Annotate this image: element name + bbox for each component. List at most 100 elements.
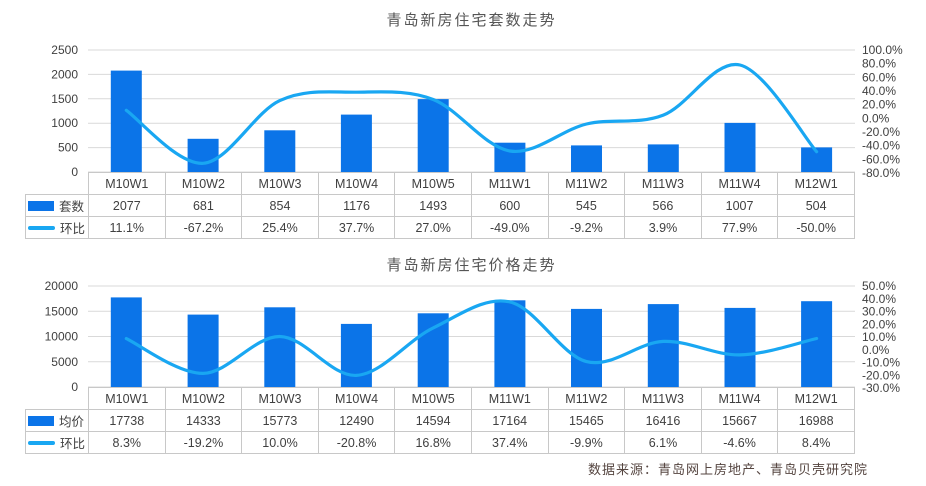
units-data-table: M10W1 M10W2 M10W3 M10W4 M10W5 M11W1 M11W2 M11W3… <box>25 172 855 239</box>
right-axis-tick: -60.0% <box>862 152 900 166</box>
price-trend-chart: 20000 15000 10000 5000 0 50.0% 40.0% 30.0% 20.0%… <box>0 243 926 486</box>
legend-line-cell: 环比 <box>25 216 89 239</box>
bar-value-cell: 17164 <box>470 409 549 432</box>
category-cell: M11W2 <box>547 387 626 410</box>
bar-M10W3 <box>264 307 296 387</box>
bar-M10W5 <box>417 313 449 387</box>
legend-entry: 套数 <box>27 196 88 215</box>
left-axis-tick: 500 <box>58 141 78 155</box>
corner-blank <box>26 173 89 195</box>
bar-value-cell: 1176 <box>317 194 396 217</box>
category-cell: M11W2 <box>547 172 626 195</box>
category-cell: M10W4 <box>317 387 396 410</box>
legend-bar-cell: 套数 <box>25 194 89 217</box>
bar-value-cell: 1493 <box>394 194 472 217</box>
left-axis-tick: 0 <box>71 380 78 394</box>
legend-bar-cell: 均价 <box>25 409 89 432</box>
bar-values-row: 套数 2077 681 854 1176 1493 600 545 566 1007 504 <box>25 194 855 217</box>
category-cell: M10W3 <box>241 172 319 195</box>
bar-M12W1 <box>801 301 833 387</box>
pct-value-cell: 3.9% <box>624 216 702 239</box>
left-axis-tick: 5000 <box>51 355 78 369</box>
pct-value-cell: -9.9% <box>547 431 626 454</box>
trend-line <box>124 62 819 165</box>
pct-value-cell: 27.0% <box>394 216 472 239</box>
pct-value-cell: -20.8% <box>317 431 396 454</box>
category-row: M10W1 M10W2 M10W3 M10W4 M10W5 M11W1 M11W2 M11W3… <box>26 172 855 195</box>
bar-M10W5 <box>417 99 449 172</box>
legend-label: 套数 <box>59 200 85 214</box>
left-axis-tick: 1500 <box>51 92 78 106</box>
bar-value-cell: 854 <box>241 194 319 217</box>
pct-value-cell: 8.4% <box>777 431 855 454</box>
category-cell: M11W1 <box>470 387 549 410</box>
right-axis-tick: 0.0% <box>862 343 890 357</box>
right-axis-tick: 40.0% <box>862 84 896 98</box>
legend-entry: 环比 <box>27 433 88 452</box>
bar-series-swatch-icon <box>28 200 54 211</box>
line-values-row: 环比 8.3% -19.2% 10.0% -20.8% 16.8% 37.4% -9.9% 6.… <box>25 431 855 454</box>
bar-value-cell: 16416 <box>624 409 702 432</box>
pct-value-cell: 8.3% <box>88 431 166 454</box>
pct-value-cell: -4.6% <box>700 431 779 454</box>
right-axis-tick: 10.0% <box>862 330 896 344</box>
pct-value-cell: 16.8% <box>394 431 472 454</box>
bar-value-cell: 15773 <box>241 409 319 432</box>
right-axis-tick: -80.0% <box>862 166 900 180</box>
bar-value-cell: 600 <box>470 194 549 217</box>
line-series-swatch-icon <box>28 225 55 230</box>
category-cell: M10W5 <box>394 387 472 410</box>
right-axis-tick: 20.0% <box>862 98 896 112</box>
left-axis-tick: 15000 <box>45 304 79 318</box>
category-cell: M10W2 <box>164 387 243 410</box>
category-cell: M11W4 <box>700 387 779 410</box>
bar-value-cell: 15667 <box>700 409 779 432</box>
pct-value-cell: -9.2% <box>547 216 626 239</box>
left-axis-tick: 20000 <box>45 279 79 293</box>
bar-M11W2 <box>571 308 602 387</box>
right-axis-tick: 80.0% <box>862 57 896 71</box>
bar-M11W3 <box>647 304 679 387</box>
bar-series-swatch-icon <box>28 415 54 426</box>
legend-label: 均价 <box>59 415 85 429</box>
right-axis-tick: 50.0% <box>862 279 896 293</box>
bar-M10W2 <box>187 138 219 172</box>
right-axis-tick: -40.0% <box>862 139 900 153</box>
legend-entry: 均价 <box>27 411 88 430</box>
category-cell: M10W4 <box>317 172 396 195</box>
right-axis-tick: 40.0% <box>862 292 896 306</box>
category-cell: M12W1 <box>777 172 855 195</box>
bar-value-cell: 566 <box>624 194 702 217</box>
pct-value-cell: 11.1% <box>88 216 166 239</box>
bar-M10W1 <box>110 297 142 387</box>
trend-line <box>124 299 819 378</box>
category-row: M10W1 M10W2 M10W3 M10W4 M10W5 M11W1 M11W2 M11W3… <box>26 387 855 410</box>
left-axis-tick: 10000 <box>45 330 79 344</box>
pct-value-cell: -49.0% <box>470 216 549 239</box>
data-source-note: 数据来源：青岛网上房地产、青岛贝壳研究院 <box>587 462 868 477</box>
category-cell: M10W5 <box>394 172 472 195</box>
bar-value-cell: 16988 <box>777 409 855 432</box>
bar-M11W1 <box>494 300 526 387</box>
pct-value-cell: 10.0% <box>241 431 319 454</box>
right-axis-tick: 100.0% <box>862 43 903 57</box>
right-axis-tick: 20.0% <box>862 317 896 331</box>
line-series-swatch-icon <box>28 440 55 445</box>
legend-line-cell: 环比 <box>25 431 89 454</box>
pct-value-cell: 25.4% <box>241 216 319 239</box>
category-cell: M11W3 <box>624 172 702 195</box>
bar-M10W4 <box>340 323 372 387</box>
bar-value-cell: 14333 <box>164 409 243 432</box>
bar-M11W4 <box>724 307 756 387</box>
chart-title-price: 青岛新房住宅价格走势 <box>386 257 557 274</box>
left-axis-tick: 0 <box>71 165 78 179</box>
bar-value-cell: 1007 <box>700 194 779 217</box>
category-cell: M11W1 <box>470 172 549 195</box>
right-axis-tick: -20.0% <box>862 368 900 382</box>
left-axis-tick: 2500 <box>51 43 78 57</box>
pct-value-cell: 37.7% <box>317 216 396 239</box>
category-cell: M10W3 <box>241 387 319 410</box>
right-axis-tick: 60.0% <box>862 70 896 84</box>
pct-value-cell: 77.9% <box>700 216 779 239</box>
